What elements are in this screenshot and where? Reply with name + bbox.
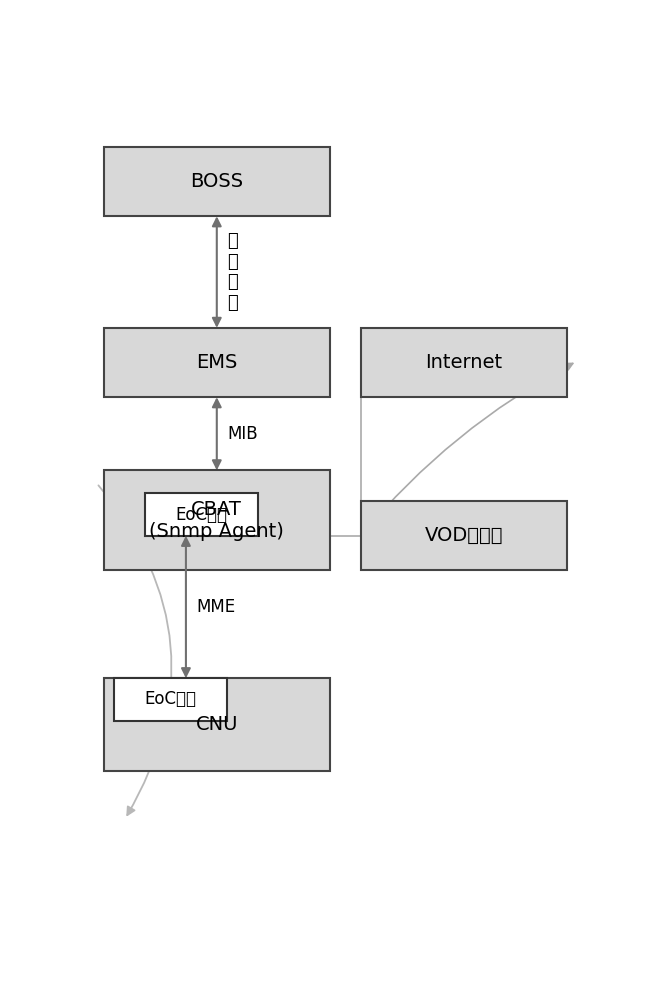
FancyBboxPatch shape — [361, 328, 567, 397]
FancyBboxPatch shape — [104, 147, 330, 216]
Text: VOD服务器: VOD服务器 — [424, 526, 503, 545]
FancyBboxPatch shape — [114, 678, 227, 721]
FancyBboxPatch shape — [104, 470, 330, 570]
Text: CBAT
(Snmp Agent): CBAT (Snmp Agent) — [149, 500, 284, 541]
Text: CNU: CNU — [195, 715, 238, 734]
Text: MIB: MIB — [227, 425, 258, 443]
Text: EoC芯片: EoC芯片 — [145, 690, 197, 708]
Text: Internet: Internet — [425, 353, 503, 372]
FancyBboxPatch shape — [104, 678, 330, 771]
Text: EMS: EMS — [196, 353, 238, 372]
FancyBboxPatch shape — [361, 501, 567, 570]
Text: BOSS: BOSS — [190, 172, 244, 191]
Text: MME: MME — [197, 598, 235, 616]
FancyBboxPatch shape — [104, 328, 330, 397]
Text: 北
向
接
口: 北 向 接 口 — [227, 232, 238, 312]
FancyBboxPatch shape — [145, 493, 258, 536]
Text: EoC芯片: EoC芯片 — [175, 506, 227, 524]
